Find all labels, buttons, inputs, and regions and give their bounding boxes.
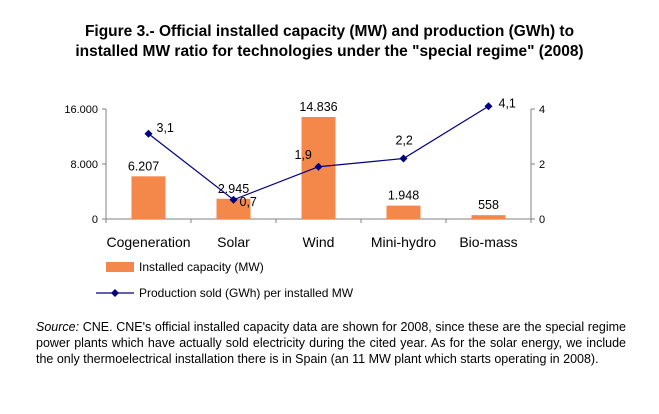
- bar-solar: [216, 198, 251, 219]
- line-data-label: 0,7: [240, 195, 257, 209]
- y-left-tick-label: 0: [92, 214, 98, 226]
- line-point: [229, 195, 238, 204]
- bar-data-label: 558: [478, 198, 499, 212]
- source-text: CNE. CNE's official installed capacity d…: [36, 320, 626, 366]
- source-label: Source:: [36, 320, 80, 334]
- line-point: [484, 102, 493, 111]
- category-label: Cogeneration: [106, 234, 190, 250]
- line-point: [399, 154, 408, 163]
- legend-label-bar: Installed capacity (MW): [139, 260, 264, 274]
- category-label: Bio-mass: [459, 234, 517, 250]
- legend-swatch-bar: [106, 262, 134, 272]
- bar-bio-mass: [471, 215, 506, 219]
- legend-swatch-marker: [111, 289, 119, 297]
- y-right-tick-label: 4: [539, 104, 545, 116]
- bar-mini-hydro: [386, 205, 421, 219]
- category-label: Wind: [303, 234, 335, 250]
- bar-data-label: 6.207: [128, 159, 159, 173]
- line-data-label: 2,2: [396, 134, 413, 148]
- line-data-label: 3,1: [157, 121, 174, 135]
- y-right-tick-label: 0: [539, 214, 545, 226]
- chart-title: Figure 3.- Official installed capacity (…: [0, 22, 659, 62]
- title-line-1: Figure 3.- Official installed capacity (…: [84, 23, 575, 40]
- line-data-label: 4,1: [499, 96, 516, 110]
- bar-cogeneration: [131, 176, 166, 219]
- y-right-tick-label: 2: [539, 159, 545, 171]
- bar-data-label: 14.836: [299, 100, 337, 114]
- line-point: [144, 129, 153, 138]
- line-point: [314, 162, 323, 171]
- category-label: Mini-hydro: [371, 234, 437, 250]
- line-data-label: 1,9: [295, 148, 312, 162]
- y-left-tick-label: 8.000: [70, 159, 98, 171]
- category-label: Solar: [217, 234, 250, 250]
- bar-data-label: 1.948: [388, 189, 419, 203]
- source-note: Source: CNE. CNE's official installed ca…: [36, 319, 626, 367]
- title-line-2: installed MW ratio for technologies unde…: [75, 43, 584, 60]
- legend-label-line: Production sold (GWh) per installed MW: [139, 286, 354, 300]
- bar-data-label: 2.945: [218, 182, 249, 196]
- y-left-tick-label: 16.000: [64, 104, 98, 116]
